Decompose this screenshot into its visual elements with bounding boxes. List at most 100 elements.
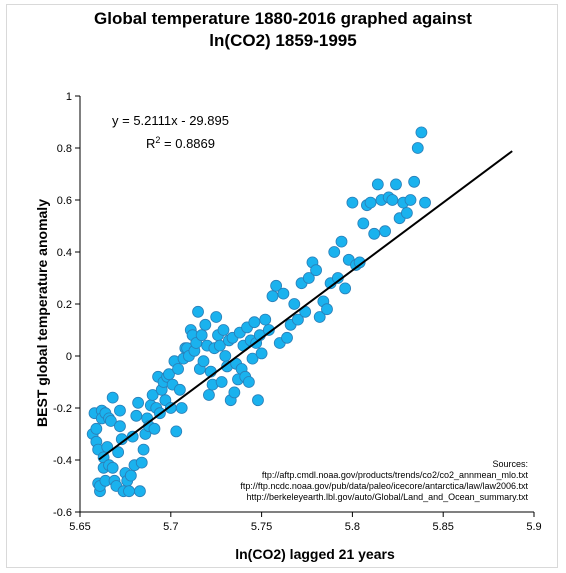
- y-tick-label: 0.4: [57, 247, 72, 259]
- data-point: [175, 402, 188, 414]
- data-point: [270, 279, 283, 292]
- x-tick-label: 5.75: [251, 521, 272, 533]
- data-point: [114, 420, 126, 433]
- x-tick-label: 5.65: [69, 521, 90, 533]
- x-tick-label: 5.7: [163, 521, 178, 533]
- source-line: Sources:: [492, 459, 528, 469]
- data-point: [219, 350, 232, 362]
- data-point: [310, 264, 322, 277]
- chart-title-line1: Global temperature 1880-2016 graphed aga…: [94, 9, 472, 28]
- data-point: [335, 235, 348, 248]
- y-tick-label: 0.8: [57, 143, 72, 155]
- data-point: [255, 347, 268, 360]
- y-tick-label: 0: [66, 351, 72, 363]
- data-point: [357, 217, 370, 230]
- y-axis-label: BEST global temperature anomaly: [34, 199, 50, 427]
- trendline: [98, 150, 513, 461]
- data-point: [192, 305, 204, 318]
- source-line: http://berkeleyearth.lbl.gov/auto/Global…: [246, 492, 528, 502]
- r-squared-value: = 0.8869: [160, 136, 215, 151]
- data-point: [106, 391, 119, 404]
- data-point: [321, 303, 333, 316]
- data-point: [114, 404, 126, 417]
- data-point: [173, 383, 186, 396]
- data-point: [106, 461, 119, 474]
- axes: -0.6 -0.4 -0.2 0 0.2 0.4 0.6 0.8 1 5.65 5.7 5.75 5.8…: [53, 91, 542, 533]
- data-point: [364, 196, 377, 209]
- data-point: [210, 311, 223, 323]
- data-point: [195, 329, 208, 342]
- data-point: [346, 196, 359, 209]
- y-tick-label: 0.6: [57, 195, 72, 207]
- data-point: [197, 355, 210, 368]
- data-point: [228, 386, 241, 399]
- data-point: [203, 389, 215, 401]
- data-point: [248, 316, 261, 329]
- data-point: [386, 194, 399, 206]
- data-point: [404, 194, 417, 206]
- x-axis-label: ln(CO2) lagged 21 years: [235, 546, 395, 562]
- data-point: [215, 376, 228, 388]
- data-point: [411, 142, 424, 154]
- data-point: [371, 178, 384, 191]
- y-tick-label: -0.2: [53, 403, 72, 415]
- sources-note: Sources:ftp://aftp.cmdl.noaa.gov/product…: [240, 459, 528, 502]
- data-point: [292, 313, 304, 326]
- data-point: [415, 126, 428, 139]
- data-points: [86, 126, 431, 498]
- data-point: [126, 430, 139, 443]
- y-tick-label: 1: [66, 91, 72, 103]
- data-point: [328, 246, 341, 258]
- data-point: [368, 227, 381, 240]
- data-point: [124, 469, 137, 482]
- x-tick-label: 5.9: [526, 521, 541, 533]
- r-squared-superscript: 2: [155, 135, 160, 145]
- x-tick-label: 5.85: [432, 521, 453, 533]
- data-point: [353, 256, 366, 269]
- data-point: [146, 389, 159, 401]
- data-point: [246, 352, 259, 365]
- data-point: [170, 425, 183, 438]
- data-point: [390, 178, 402, 191]
- data-point: [137, 443, 150, 456]
- data-point: [135, 456, 148, 469]
- data-point: [288, 298, 301, 310]
- data-point: [252, 394, 264, 407]
- data-point: [281, 331, 293, 344]
- data-point: [339, 282, 352, 295]
- source-line: ftp://ftp.ncdc.noaa.gov/pub/data/paleo/i…: [240, 481, 528, 491]
- data-point: [172, 363, 184, 375]
- data-point: [217, 324, 230, 336]
- data-point: [313, 311, 326, 323]
- data-point: [242, 376, 255, 388]
- data-point: [408, 175, 421, 188]
- data-point: [419, 196, 431, 209]
- trend-equation: y = 5.2111x - 29.895: [112, 113, 229, 128]
- data-point: [148, 422, 161, 435]
- data-point: [400, 207, 413, 219]
- data-point: [262, 324, 275, 336]
- data-point: [90, 422, 103, 435]
- x-tick-label: 5.8: [345, 521, 360, 533]
- data-point: [277, 287, 290, 300]
- data-point: [104, 415, 117, 427]
- data-point: [302, 272, 315, 284]
- data-point: [199, 318, 212, 331]
- data-point: [130, 409, 143, 422]
- y-tick-label: 0.2: [57, 299, 72, 311]
- data-point: [112, 446, 125, 459]
- data-point: [213, 339, 226, 352]
- chart-title-line2: ln(CO2) 1859-1995: [209, 31, 357, 50]
- y-tick-label: -0.4: [53, 455, 72, 467]
- data-point: [259, 313, 272, 326]
- data-point: [163, 368, 175, 381]
- chart-title: Global temperature 1880-2016 graphed aga…: [0, 8, 566, 52]
- data-point: [266, 290, 279, 303]
- data-point: [134, 485, 146, 498]
- source-line: ftp://aftp.cmdl.noaa.gov/products/trends…: [262, 470, 529, 480]
- r-squared-prefix: R: [146, 136, 155, 151]
- y-tick-label: -0.6: [53, 507, 72, 519]
- data-point: [132, 396, 145, 409]
- r-squared: R2 = 0.8869: [146, 135, 215, 151]
